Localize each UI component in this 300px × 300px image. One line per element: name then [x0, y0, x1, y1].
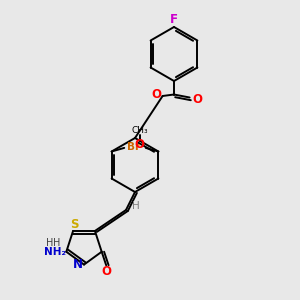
- Text: Br: Br: [127, 142, 140, 152]
- Text: NH₂: NH₂: [44, 247, 66, 257]
- Text: O: O: [101, 265, 111, 278]
- Text: O: O: [192, 92, 202, 106]
- Text: O: O: [151, 88, 161, 101]
- Text: F: F: [170, 13, 178, 26]
- Text: H: H: [53, 238, 60, 248]
- Text: S: S: [70, 218, 79, 231]
- Text: CH₃: CH₃: [131, 126, 148, 135]
- Text: H: H: [46, 238, 53, 248]
- Text: N: N: [72, 258, 82, 271]
- Text: H: H: [132, 201, 140, 212]
- Text: O: O: [135, 138, 145, 152]
